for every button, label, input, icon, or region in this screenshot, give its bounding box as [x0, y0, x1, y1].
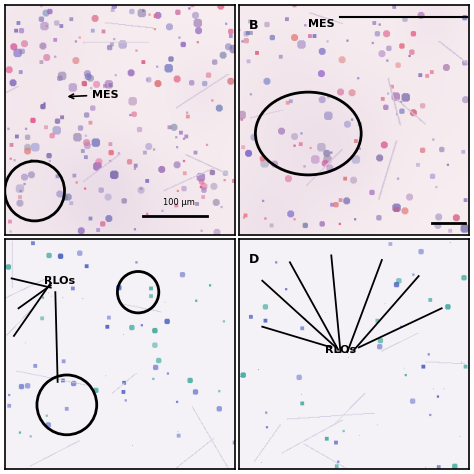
Text: RLOs: RLOs [45, 276, 75, 286]
Text: MES: MES [308, 18, 335, 28]
Text: 100 μm: 100 μm [164, 198, 195, 207]
Text: RLOs: RLOs [325, 345, 356, 355]
Text: D: D [248, 253, 259, 266]
Text: B: B [248, 18, 258, 32]
Text: MES: MES [69, 90, 119, 100]
